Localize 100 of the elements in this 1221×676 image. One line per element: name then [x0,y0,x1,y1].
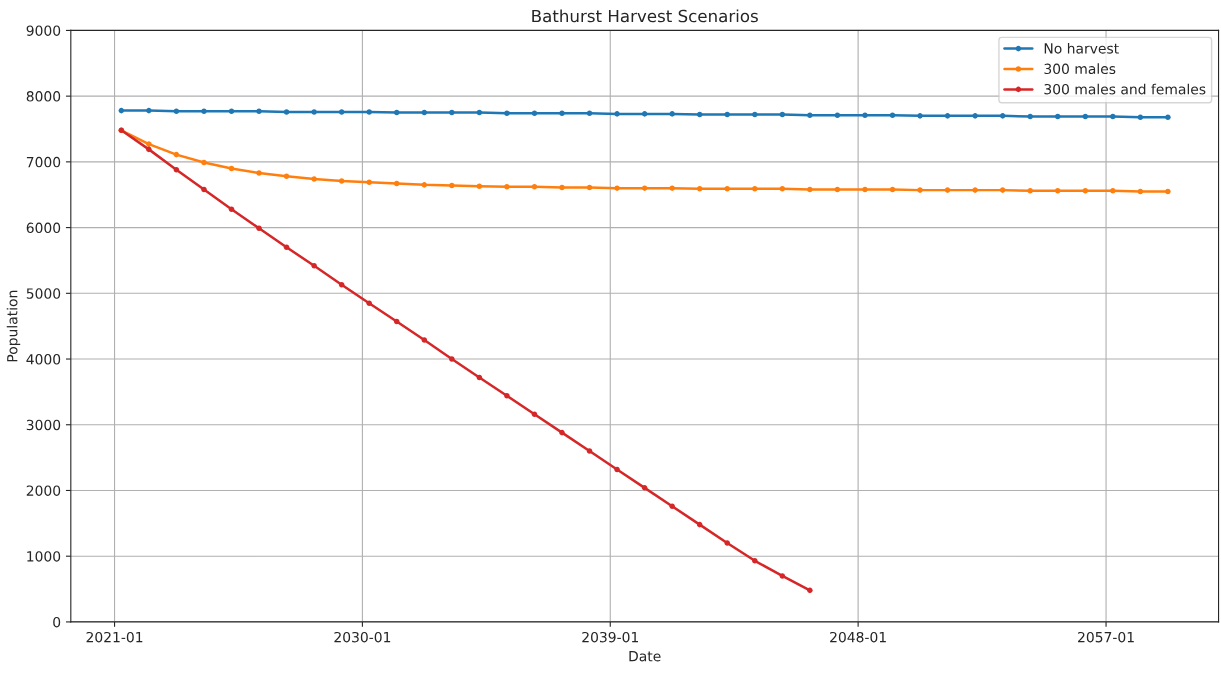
point [724,186,730,192]
point [449,109,455,116]
point [641,111,648,117]
point [173,108,180,115]
point [586,448,593,454]
y-tick-label: 8000 [26,91,61,102]
point [283,109,290,115]
point [807,186,813,193]
point [1165,188,1171,195]
point [338,109,345,115]
point [1054,113,1061,120]
point [421,182,428,188]
point [559,110,565,117]
point [1027,113,1033,120]
point [944,113,951,119]
point [449,182,455,189]
point [972,113,978,119]
point [146,107,152,114]
point [614,185,620,191]
point [366,179,372,186]
point [972,187,978,193]
point [807,587,813,594]
point [476,109,483,116]
point [696,521,703,528]
y-tick-label: 5000 [26,288,61,299]
point [531,184,538,190]
point [834,186,841,193]
point [173,166,180,173]
y-tick-label: 6000 [26,222,61,234]
x-tick-label: 2039-01 [582,631,638,643]
point [118,107,125,114]
point [504,393,510,399]
point [917,113,923,119]
legend-label: 300 males and females [1044,83,1206,95]
point [724,111,730,118]
y-tick-label: 9000 [26,25,61,36]
point [421,337,428,343]
point [862,186,868,193]
point [669,111,675,117]
point [641,485,648,491]
point [1082,113,1089,120]
point [256,170,262,176]
point [256,108,262,115]
x-tick-label: 2048-01 [830,631,886,643]
point [201,159,207,166]
y-tick-label: 2000 [26,485,61,496]
point [834,112,841,118]
point [1110,188,1116,194]
x-axis-title: Date [629,651,661,662]
point [752,111,758,118]
point [531,411,538,418]
point [779,186,786,192]
point [201,108,207,115]
point [614,111,620,117]
y-axis-title: Population [6,290,21,362]
point [173,151,180,158]
point [779,573,786,579]
y-tick-label: 0 [53,616,61,628]
point [641,185,648,191]
point [504,110,510,117]
point [999,187,1006,193]
point [146,146,152,153]
point [752,558,758,564]
y-tick-label: 4000 [26,354,61,365]
point [669,503,675,510]
point [311,262,317,269]
point [393,180,400,187]
chart-title: Bathurst Harvest Scenarios [532,9,758,23]
point [476,374,483,381]
point [311,109,317,115]
point [228,206,235,212]
point [752,186,758,192]
y-tick-label: 7000 [26,156,61,168]
point [1137,188,1144,195]
legend-label: 300 males [1044,63,1116,75]
point [559,184,565,191]
point [256,225,262,232]
point [1165,114,1171,120]
point [228,108,235,115]
point [338,281,345,288]
point [1054,188,1061,194]
point [669,185,675,191]
point [504,184,510,190]
point [338,178,345,184]
point [862,112,868,118]
point [614,466,620,473]
point [1110,113,1116,120]
point [393,109,400,116]
point [476,183,483,189]
point [696,111,703,118]
point [283,244,290,251]
x-tick-label: 2030-01 [334,631,391,643]
point [779,111,786,118]
point [724,540,730,546]
point [366,300,372,306]
point [201,186,207,193]
point [559,429,565,436]
point [421,109,428,116]
x-tick-label: 2057-01 [1078,631,1134,643]
point [1137,114,1144,120]
